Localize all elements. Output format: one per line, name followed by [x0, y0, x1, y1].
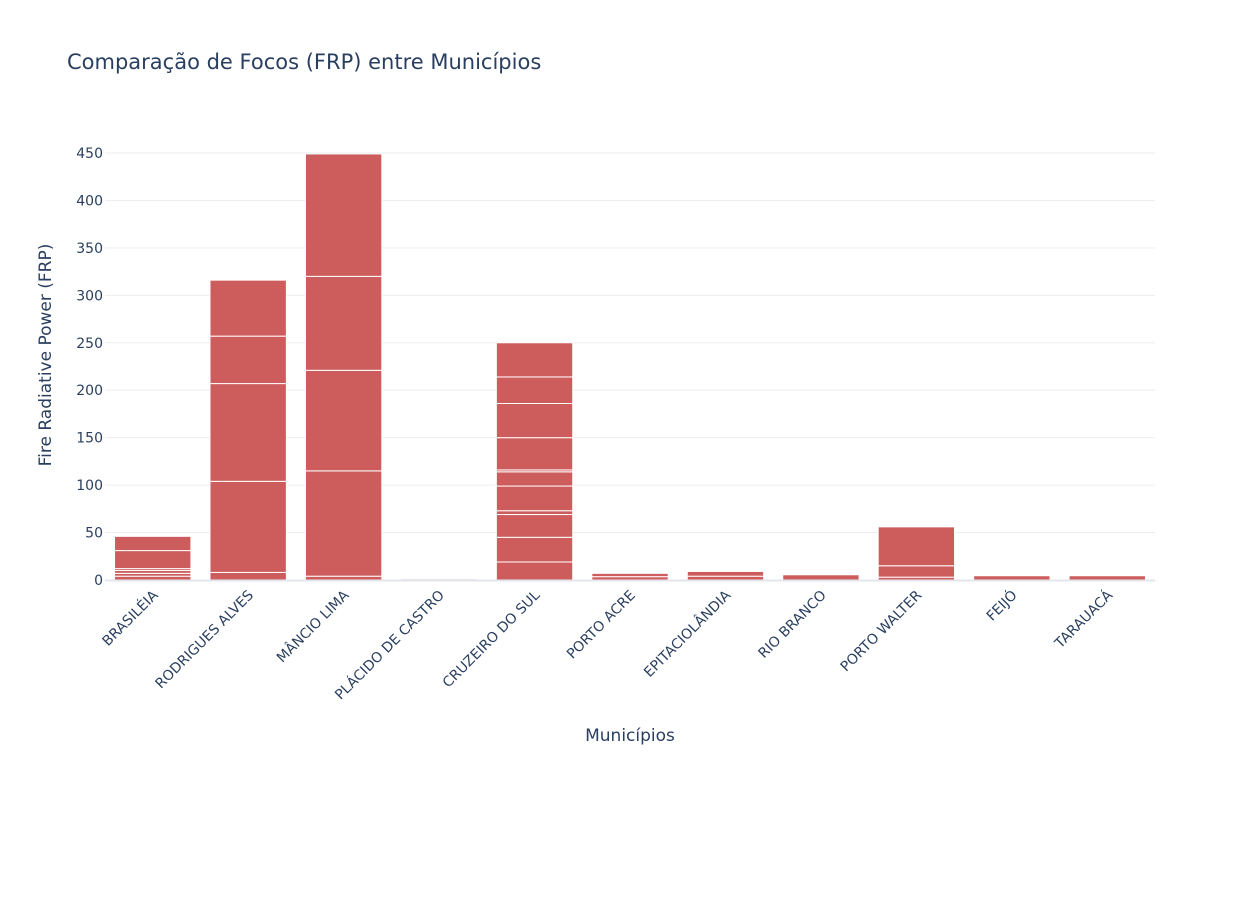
bar-segment — [209, 279, 287, 337]
bar-segment — [209, 335, 287, 385]
bar-segment — [591, 572, 669, 578]
y-tick-label: 0 — [94, 573, 103, 589]
x-tick-label: RODRIGUES ALVES — [152, 587, 257, 692]
bar-segment — [495, 342, 574, 378]
x-tick-label: PORTO ACRE — [564, 588, 639, 663]
bar-segment — [495, 437, 574, 471]
bar-segment — [877, 526, 956, 567]
bar-segment — [209, 480, 287, 573]
bars — [105, 153, 1155, 582]
x-tick-label: EPITACIOLÂNDIA — [640, 586, 735, 681]
bar-segment — [304, 470, 383, 577]
y-tick-label: 350 — [76, 241, 103, 257]
x-axis-title: Municípios — [585, 726, 675, 746]
bar-segment — [495, 536, 574, 563]
bar-segment — [973, 575, 1051, 581]
y-axis-title: Fire Radiative Power (FRP) — [36, 244, 56, 467]
bar-segment — [686, 575, 765, 581]
y-tick-label: 300 — [76, 288, 103, 304]
x-tick-label: PLÁCIDO DE CASTRO — [331, 587, 447, 703]
bar-segment — [304, 275, 383, 371]
y-tick-label: 250 — [76, 336, 103, 352]
bar-segment — [114, 575, 192, 581]
x-tick-label: RIO BRANCO — [756, 588, 830, 662]
x-tick-label: PORTO WALTER — [838, 587, 926, 675]
bar-segment — [1068, 575, 1146, 581]
x-tick-label: MÂNCIO LIMA — [272, 586, 352, 666]
bar-segment — [304, 153, 383, 277]
bar-segment — [209, 383, 287, 482]
bar-segment — [495, 510, 574, 516]
x-tick-label: TARAUACÁ — [1051, 587, 1117, 653]
bar-segment — [686, 570, 765, 577]
x-tick-label: CRUZEIRO DO SUL — [440, 587, 544, 691]
y-axis-ticks: 0 50 100 150 200 250 300 350 400 450 — [76, 146, 103, 589]
bar-segment — [495, 561, 574, 581]
bar-segment — [209, 571, 287, 581]
bar-segment — [495, 403, 574, 439]
bar-segment — [304, 369, 383, 472]
y-tick-label: 200 — [76, 383, 103, 399]
bar-segment — [782, 574, 860, 581]
bar-segment — [495, 471, 574, 487]
y-tick-label: 100 — [76, 478, 103, 494]
y-tick-label: 150 — [76, 431, 103, 447]
bar-segment — [495, 485, 574, 512]
chart-title: Comparação de Focos (FRP) entre Municípi… — [67, 50, 541, 74]
bar-segment — [877, 565, 956, 578]
bar-segment — [114, 535, 192, 552]
bar-segment — [304, 575, 383, 581]
bar-segment — [495, 376, 574, 405]
x-tick-label: BRASILÉIA — [99, 587, 162, 650]
x-tick-label: FEIJÓ — [982, 586, 1020, 624]
bar-segment — [114, 550, 192, 570]
y-tick-label: 400 — [76, 193, 103, 209]
bar-segment — [495, 514, 574, 538]
y-tick-label: 450 — [76, 146, 103, 162]
y-tick-label: 50 — [85, 526, 103, 542]
